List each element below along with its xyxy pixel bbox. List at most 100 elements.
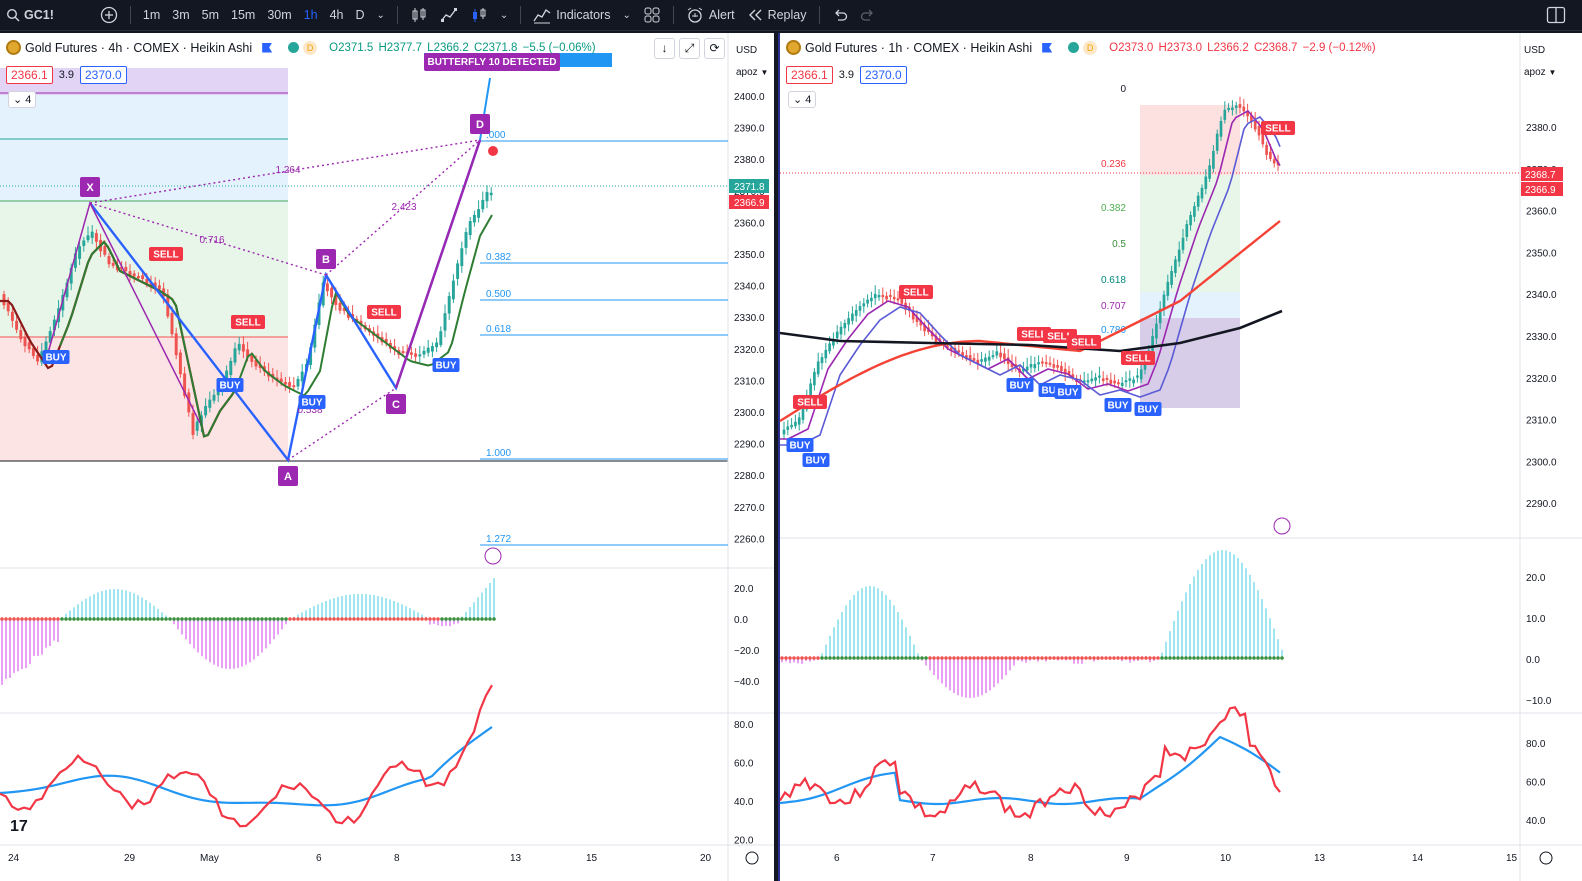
right-candle: [1250, 115, 1253, 122]
right-osc-dot: [1248, 656, 1252, 660]
interval-5m[interactable]: 5m: [201, 8, 219, 22]
left-candle: [241, 344, 245, 352]
right-osc-dot: [1148, 656, 1152, 660]
interval-d[interactable]: D: [355, 8, 365, 22]
right-scale-mode[interactable]: apoz ▼: [1524, 67, 1556, 78]
refresh-icon[interactable]: ⟳: [704, 38, 725, 59]
interval-3m[interactable]: 3m: [172, 8, 190, 22]
left-ratio-label: 1.264: [275, 165, 300, 176]
left-candle: [456, 263, 460, 279]
right-osc-dot: [972, 656, 976, 660]
chart-pane-left[interactable]: 2400.0 2390.0 2380.0 2370.0 2360.0 2350.0 2340…: [0, 33, 774, 881]
left-rsi-line: [0, 684, 493, 828]
interval-4h[interactable]: 4h: [329, 8, 344, 22]
left-candle: [86, 235, 90, 241]
right-lightning-icon: [1273, 517, 1291, 535]
right-signal-sell-bg: [1067, 335, 1101, 349]
right-candle: [832, 338, 835, 346]
left-candle: [409, 352, 413, 355]
layout-button[interactable]: [637, 0, 667, 31]
right-candle: [1231, 107, 1234, 111]
buy-price-button[interactable]: 2370.0: [80, 66, 127, 84]
left-candle: [44, 341, 48, 354]
undo-button[interactable]: [826, 0, 854, 31]
interval-dropdown[interactable]: ⌄: [371, 0, 391, 31]
left-price-tick: 2300.0: [734, 408, 765, 419]
right-candle: [1238, 104, 1242, 108]
right-currency[interactable]: USD: [1524, 45, 1546, 56]
heikin-ashi-button[interactable]: [464, 0, 494, 31]
maximize-icon[interactable]: ⤢: [679, 38, 700, 59]
left-signal-buy: BUY: [219, 381, 240, 392]
right-candle: [1041, 361, 1044, 364]
ohlc-low: L2366.2: [427, 41, 469, 54]
left-candle: [170, 313, 174, 335]
left-pattern-point-b: B: [322, 254, 330, 266]
left-osc-dot: [168, 617, 172, 621]
sell-price-button[interactable]: 2366.1: [6, 66, 53, 84]
line-chart-icon: [440, 8, 457, 22]
left-price-tick: 2260.0: [734, 534, 765, 545]
chevron-down-icon: ⌄: [499, 9, 509, 21]
right-candle: [934, 336, 938, 343]
indicators-button[interactable]: Indicators: [527, 0, 616, 31]
download-arrow-icon[interactable]: ↓: [654, 38, 675, 59]
left-osc-dot: [104, 617, 108, 621]
left-scale-mode[interactable]: apoz ▼: [736, 67, 768, 78]
buy-price-button[interactable]: 2370.0: [860, 66, 907, 84]
left-ratio-line: [89, 202, 327, 276]
chart-type-button[interactable]: [434, 0, 464, 31]
symbol-label: GC1!: [24, 8, 54, 22]
left-candle: [111, 263, 115, 266]
left-candle: [225, 370, 229, 382]
left-price-tick: 2310.0: [734, 376, 765, 387]
flag-icon[interactable]: [1042, 42, 1053, 53]
left-candle: [183, 373, 187, 396]
compare-button[interactable]: [94, 0, 124, 31]
flag-icon[interactable]: [262, 42, 273, 53]
left-osc-dot: [260, 617, 264, 621]
left-candle: [2, 294, 6, 306]
replay-button[interactable]: Replay: [741, 0, 813, 31]
indicators-collapse-toggle[interactable]: ⌄ 4: [788, 91, 817, 108]
right-osc-dot: [1068, 656, 1072, 660]
indicators-dropdown[interactable]: ⌄: [616, 0, 636, 31]
chart-pane-right[interactable]: 0 0.236 0.382 0.5 0.618 0.707 0.786 2380.0 2370.…: [778, 33, 1582, 881]
indicators-collapse-toggle[interactable]: ⌄ 4: [8, 91, 37, 108]
left-candle: [309, 347, 313, 365]
left-osc-tick: 20.0: [734, 584, 754, 595]
interval-15m[interactable]: 15m: [231, 8, 256, 22]
left-osc-dot: [300, 617, 304, 621]
left-pattern-point-x: X: [86, 182, 94, 194]
bar-style-button[interactable]: [404, 0, 434, 31]
fullscreen-button[interactable]: [1540, 0, 1572, 31]
sell-price-button[interactable]: 2366.1: [786, 66, 833, 84]
left-currency[interactable]: USD: [736, 45, 758, 56]
right-osc-dot: [948, 656, 952, 660]
left-chart-canvas[interactable]: 2400.0 2390.0 2380.0 2370.0 2360.0 2350.0 2340…: [0, 33, 774, 881]
right-osc-dot: [1260, 656, 1264, 660]
right-osc-dot: [1268, 656, 1272, 660]
left-osc-dot: [12, 617, 16, 621]
right-chart-canvas[interactable]: 0 0.236 0.382 0.5 0.618 0.707 0.786 2380.0 2370.…: [780, 33, 1582, 881]
left-candle: [279, 378, 283, 383]
ohlc-open: O2371.5: [329, 41, 374, 54]
interval-30m[interactable]: 30m: [267, 8, 292, 22]
symbol-search[interactable]: GC1!: [0, 0, 60, 31]
left-candle: [254, 359, 258, 367]
right-osc-dot: [932, 656, 936, 660]
redo-button[interactable]: [854, 0, 882, 31]
left-osc-dot: [404, 617, 408, 621]
right-osc-dot: [848, 656, 852, 660]
undo-icon: [834, 9, 847, 21]
left-rsi-tick: 40.0: [734, 797, 754, 808]
alert-button[interactable]: Alert: [680, 0, 741, 31]
left-osc-dot: [52, 617, 56, 621]
left-osc-dot: [268, 617, 272, 621]
left-price-tick: 2400.0: [734, 92, 765, 103]
left-osc-dot: [244, 617, 248, 621]
right-osc-dot: [1120, 656, 1124, 660]
interval-1m[interactable]: 1m: [142, 8, 161, 22]
interval-1h[interactable]: 1h: [303, 8, 318, 22]
chart-type-dropdown[interactable]: ⌄: [494, 0, 514, 31]
